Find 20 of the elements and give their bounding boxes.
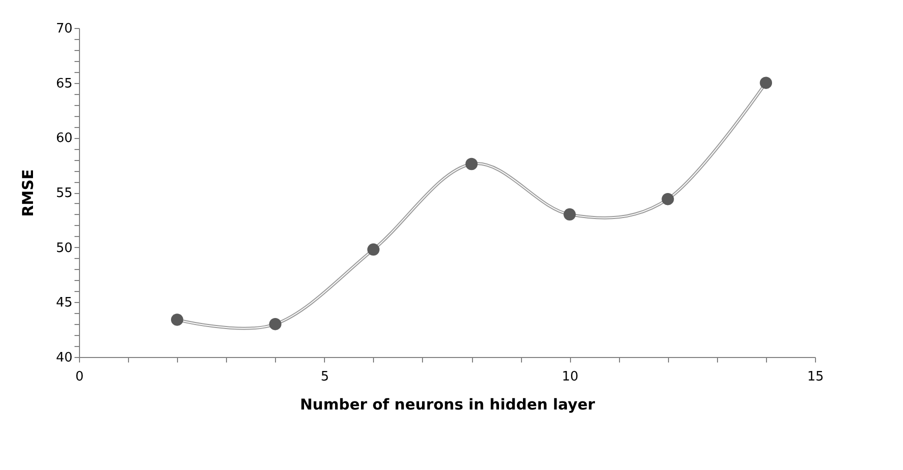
x-tick-label: 15	[807, 370, 824, 384]
y-tick-label: 50	[56, 240, 72, 256]
x-tick-label: 0	[75, 370, 84, 384]
y-axis-title: RMSE	[18, 169, 37, 217]
x-axis-title: Number of neurons in hidden layer	[300, 396, 596, 414]
y-tick-label: 60	[56, 131, 72, 146]
point	[367, 243, 380, 256]
y-tick-label: 65	[56, 76, 72, 92]
y-tick-label: 55	[56, 186, 72, 201]
y-tick-label: 40	[56, 350, 72, 366]
y-tick-label: 45	[56, 296, 72, 311]
point	[269, 318, 282, 330]
point	[171, 314, 184, 326]
point	[760, 76, 772, 89]
point	[662, 192, 674, 206]
x-tick-label: 10	[562, 370, 578, 384]
x-tick-label: 5	[320, 370, 329, 384]
y-tick-label: 70	[56, 22, 72, 36]
point	[465, 158, 478, 170]
point	[564, 208, 576, 221]
